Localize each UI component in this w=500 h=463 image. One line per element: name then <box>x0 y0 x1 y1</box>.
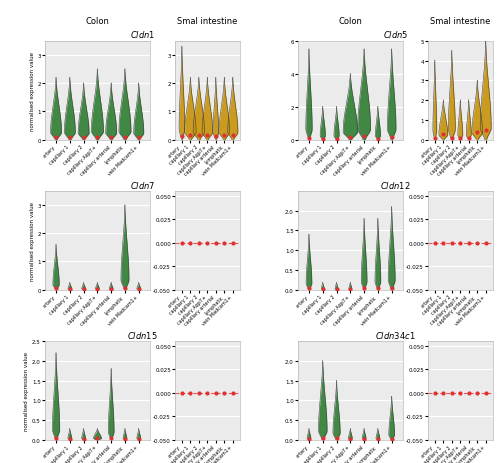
Text: Colon: Colon <box>86 17 110 25</box>
Text: $\it{Cldn12}$: $\it{Cldn12}$ <box>380 179 410 190</box>
Text: Smal intestine: Smal intestine <box>430 17 490 25</box>
Text: $\it{Cldn7}$: $\it{Cldn7}$ <box>130 179 155 190</box>
Text: Smal intestine: Smal intestine <box>177 17 238 25</box>
Y-axis label: normalised expression value: normalised expression value <box>30 201 35 280</box>
Text: $\it{Cldn34c1}$: $\it{Cldn34c1}$ <box>375 329 416 340</box>
Y-axis label: normalised expression value: normalised expression value <box>30 51 35 131</box>
Text: $\it{Cldn15}$: $\it{Cldn15}$ <box>127 329 158 340</box>
Text: Colon: Colon <box>338 17 362 25</box>
Text: $\it{Cldn5}$: $\it{Cldn5}$ <box>382 29 408 40</box>
Y-axis label: normalised expression value: normalised expression value <box>24 351 29 430</box>
Text: $\it{Cldn1}$: $\it{Cldn1}$ <box>130 29 155 40</box>
